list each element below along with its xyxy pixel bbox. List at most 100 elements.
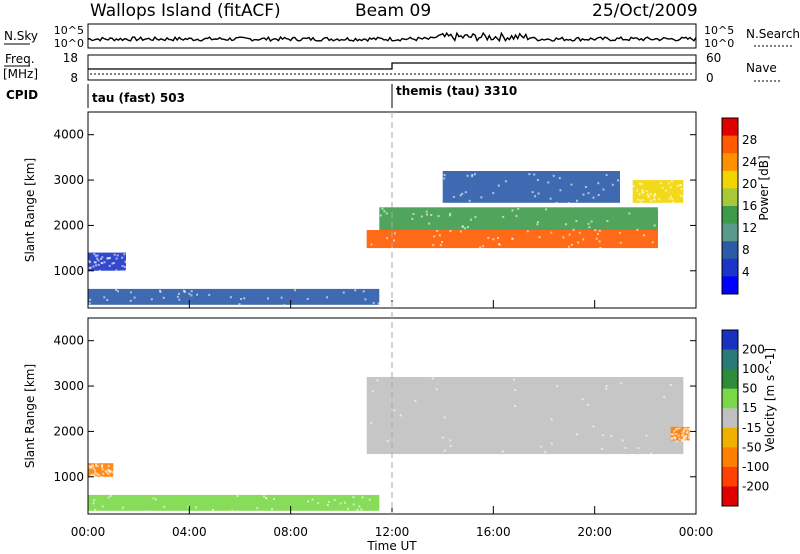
heatmap-speckle (667, 182, 670, 185)
heatmap-speckle (681, 195, 684, 198)
heatmap-speckle (113, 253, 116, 256)
freq-tick-low: 8 (70, 71, 78, 85)
heatmap-speckle (689, 429, 692, 432)
heatmap-region-velocity-1 (366, 377, 684, 455)
heatmap-speckle (558, 177, 561, 180)
freq-series-line (88, 62, 696, 70)
power-colorbar: 28 24 20 16 12 8 4 (721, 117, 757, 295)
heatmap-speckle (124, 260, 127, 263)
freq-panel-frame (87, 54, 697, 81)
heatmap-speckle (386, 237, 389, 240)
heatmap-speckle (94, 472, 97, 474)
heatmap-speckle (121, 256, 124, 259)
power-ylabel: Slant Range [km] (23, 158, 37, 262)
heatmap-speckle (680, 188, 683, 191)
heatmap-speckle (620, 382, 623, 385)
heatmap-speckle (645, 434, 648, 437)
heatmap-speckle (121, 265, 124, 267)
heatmap-speckle (386, 440, 389, 443)
heatmap-speckle (672, 433, 675, 436)
heatmap-speckle (116, 254, 119, 257)
heatmap-speckle (91, 464, 94, 467)
heatmap-speckle (103, 261, 106, 264)
heatmap-speckle (443, 449, 446, 452)
colorbar-tick-label: 100 (742, 362, 765, 376)
heatmap-speckle (101, 465, 104, 467)
colorbar-frame (721, 329, 739, 507)
y-tick-label: 2000 (53, 424, 84, 438)
nave-tick-low: 0 (706, 71, 714, 85)
heatmap-speckle (317, 502, 320, 505)
heatmap-speckle (653, 192, 656, 195)
heatmap-speckle (129, 291, 132, 294)
heatmap-speckle (362, 290, 365, 293)
y-tick-label: 2000 (53, 218, 84, 232)
heatmap-speckle (544, 451, 547, 454)
heatmap-speckle (682, 433, 685, 436)
colorbar-segment (722, 135, 738, 154)
heatmap-speckle (107, 496, 110, 499)
heatmap-speckle (88, 465, 91, 468)
y-tick-label: 3000 (53, 173, 84, 187)
heatmap-speckle (492, 192, 495, 195)
heatmap-speckle (610, 435, 613, 438)
heatmap-speckle (208, 293, 211, 296)
heatmap-speckle (673, 436, 676, 439)
heatmap-speckle (497, 243, 500, 246)
heatmap-speckle (93, 261, 96, 264)
colorbar-segment (722, 349, 738, 370)
colorbar-tick-label: -200 (742, 479, 769, 493)
heatmap-speckle (108, 264, 111, 267)
heatmap-speckle (101, 505, 104, 508)
heatmap-speckle (260, 510, 263, 513)
heatmap-speckle (670, 433, 673, 436)
heatmap-speckle (92, 502, 95, 505)
heatmap-speckle (107, 465, 110, 467)
heatmap-speckle (641, 199, 644, 202)
heatmap-speckle (650, 193, 653, 196)
heatmap-speckle (653, 224, 656, 227)
heatmap-speckle (672, 201, 675, 203)
heatmap-speckle (670, 180, 673, 183)
heatmap-speckle (100, 257, 103, 260)
heatmap-speckle (412, 213, 415, 215)
heatmap-speckle (229, 296, 232, 299)
heatmap-speckle (461, 192, 464, 195)
heatmap-speckle (326, 296, 328, 299)
heatmap-speckle (605, 388, 608, 390)
time-axis-ticks: 00:00 04:00 08:00 12:00 16:00 20:00 00:00 (71, 525, 714, 539)
heatmap-speckle (581, 398, 584, 400)
heatmap-speckle (501, 450, 504, 453)
heatmap-speckle (679, 184, 682, 187)
heatmap-speckle (441, 241, 444, 244)
heatmap-speckle (435, 388, 438, 391)
heatmap-speckle (433, 235, 436, 238)
heatmap-speckle (528, 173, 531, 176)
colorbar-tick-label: -50 (742, 440, 762, 454)
heatmap-speckle (514, 389, 517, 391)
heatmap-speckle (686, 428, 689, 431)
heatmap-speckle (547, 181, 550, 184)
heatmap-speckle (93, 473, 96, 476)
heatmap-speckle (117, 290, 119, 293)
heatmap-speckle (578, 231, 581, 234)
heatmap-speckle (618, 231, 621, 234)
heatmap-speckle (513, 378, 515, 381)
heatmap-region-power-0 (88, 288, 380, 305)
heatmap-speckle (339, 502, 342, 505)
heatmap-speckle (588, 226, 591, 229)
heatmap-speckle (364, 298, 367, 301)
x-tick-label: 20:00 (577, 525, 612, 539)
heatmap-speckle (624, 446, 627, 449)
colorbar-tick-label: 50 (742, 382, 757, 396)
heatmap-speckle (283, 304, 286, 307)
heatmap-region-power-2 (379, 207, 658, 230)
heatmap-speckle (99, 476, 102, 479)
cpid-mode-2: themis (tau) 3310 (396, 84, 517, 98)
heatmap-speckle (471, 175, 474, 178)
heatmap-speckle (577, 241, 580, 244)
freq-label: Freq. (5, 52, 35, 66)
colorbar-segment (722, 447, 738, 468)
heatmap-speckle (668, 197, 671, 200)
heatmap-speckle (536, 178, 539, 181)
